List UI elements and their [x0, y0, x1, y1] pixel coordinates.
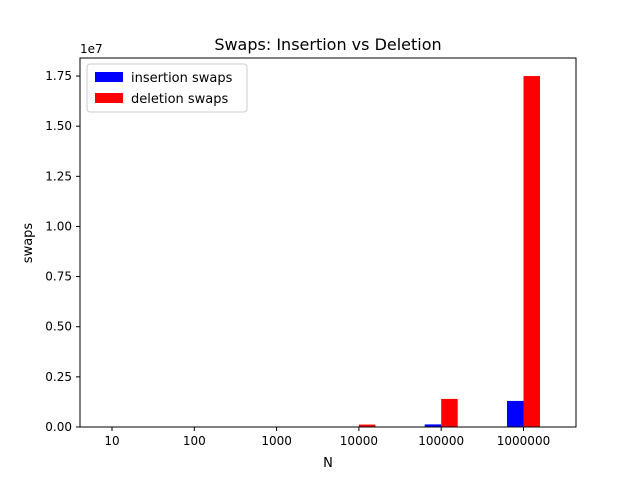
legend-box [86, 63, 248, 113]
plot-area: 10 100 1000 10000 100000 1000000 0.00 0.25 0.50 0… [45, 57, 577, 448]
bar-insertion-swaps-100000 [424, 424, 442, 427]
chart-title: Swaps: Insertion vs Deletion [214, 35, 441, 54]
x-tick-label-1000000: 1000000 [497, 434, 550, 448]
legend-label-deletion-swaps: deletion swaps [131, 92, 229, 107]
axes-frame [79, 57, 577, 428]
x-tick-label-100: 100 [183, 434, 206, 448]
y-tick-label-6: 1.50 [45, 119, 72, 133]
x-tick-label-100000: 100000 [418, 434, 464, 448]
y-offset-label: 1e7 [80, 42, 103, 56]
legend-label-insertion-swaps: insertion swaps [131, 71, 233, 86]
y-tick-label-7: 1.75 [45, 69, 72, 83]
x-tick-label-10: 10 [104, 434, 119, 448]
legend-swatch-deletion-swaps [95, 93, 123, 103]
x-axis-label: N [323, 456, 333, 471]
y-tick-label-0: 0.00 [45, 420, 72, 434]
y-tick-label-2: 0.50 [45, 320, 72, 334]
bar-deletion-swaps-10000 [358, 424, 376, 427]
bar-deletion-swaps-1000000 [523, 76, 540, 428]
legend: insertion swaps deletion swaps [86, 63, 248, 113]
y-axis-label: swaps [21, 223, 36, 264]
legend-swatch-insertion-swaps [95, 72, 123, 82]
bar-insertion-swaps-1000000 [507, 400, 524, 427]
y-tick-label-1: 0.25 [45, 370, 72, 384]
x-tick-label-1000: 1000 [261, 434, 292, 448]
bar-deletion-swaps-100000 [441, 398, 458, 427]
x-tick-label-10000: 10000 [340, 434, 378, 448]
y-tick-label-5: 1.25 [45, 169, 72, 183]
y-tick-label-3: 0.75 [45, 270, 72, 284]
y-tick-label-4: 1.00 [45, 219, 72, 233]
